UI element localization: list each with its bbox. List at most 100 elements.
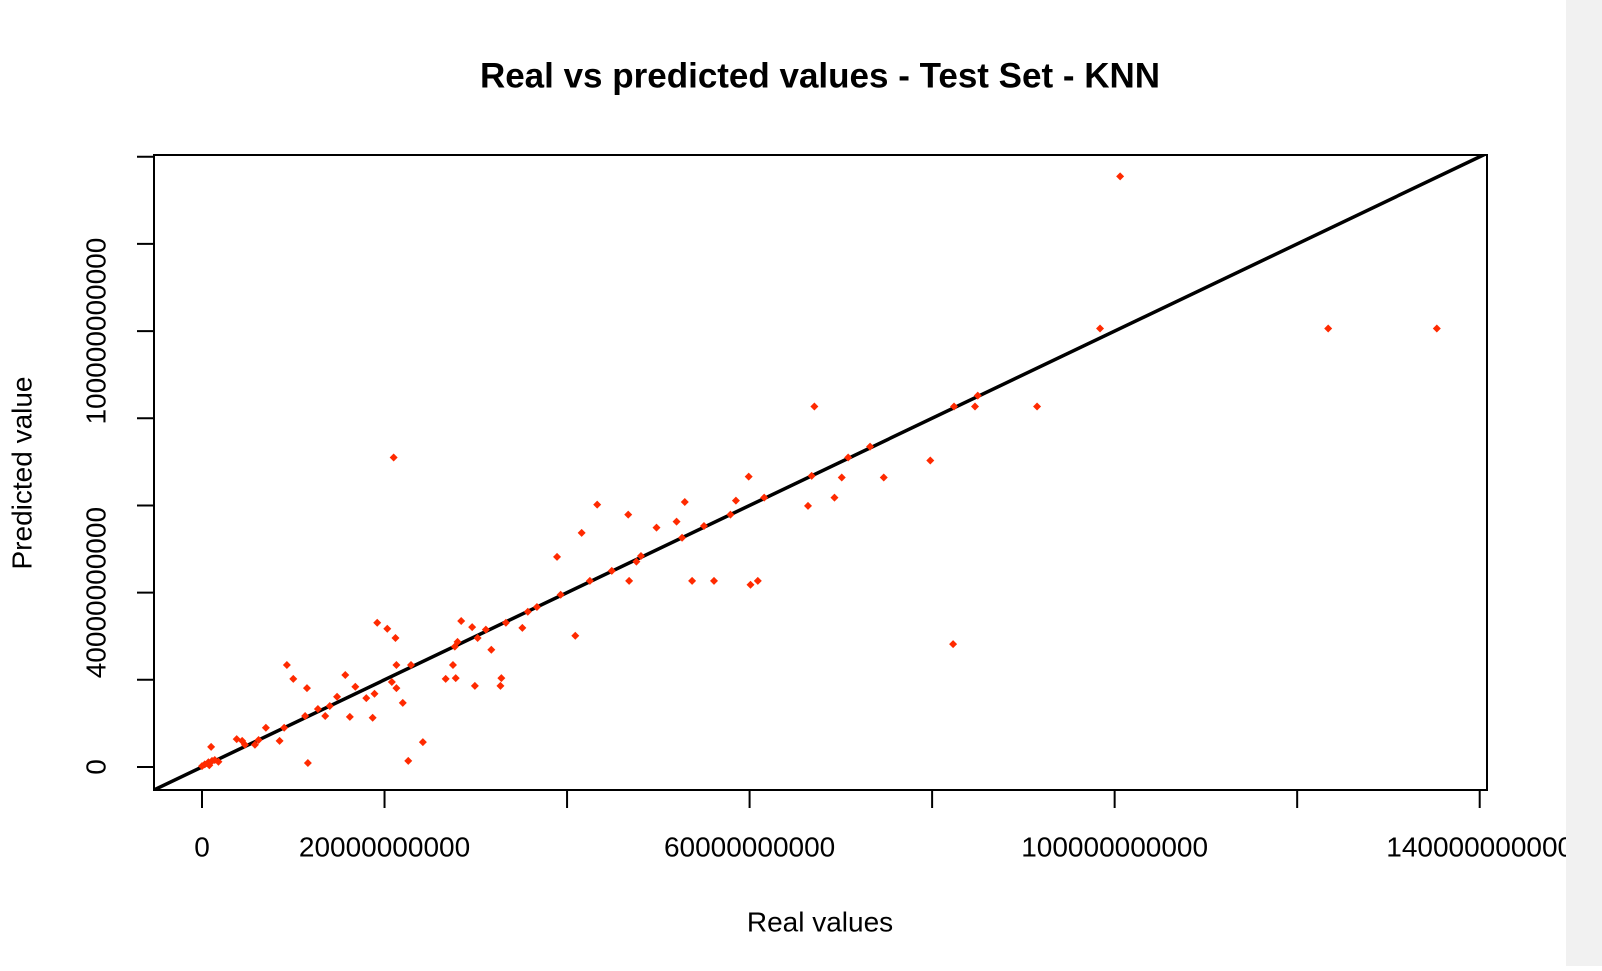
- point: [370, 689, 379, 698]
- point: [205, 761, 214, 770]
- point: [1432, 324, 1441, 333]
- point: [392, 660, 401, 669]
- point: [844, 453, 853, 462]
- point: [497, 674, 506, 683]
- point: [301, 711, 310, 720]
- reference-line: [154, 155, 1487, 790]
- point: [362, 694, 371, 703]
- point: [302, 684, 311, 693]
- point: [406, 660, 415, 669]
- point: [1096, 324, 1105, 333]
- point: [518, 623, 527, 632]
- point: [803, 501, 812, 510]
- point: [313, 705, 322, 714]
- point: [699, 521, 708, 530]
- point: [577, 528, 586, 537]
- point: [726, 510, 735, 519]
- point: [731, 496, 740, 505]
- point: [553, 552, 562, 561]
- point: [636, 552, 645, 561]
- point: [746, 580, 755, 589]
- x-axis-label: Real values: [747, 906, 893, 937]
- point: [398, 698, 407, 707]
- point: [585, 576, 594, 585]
- x-tick-label: 100000000000: [1021, 831, 1208, 862]
- point: [949, 640, 958, 649]
- point: [556, 590, 565, 599]
- point: [451, 674, 460, 683]
- point: [473, 633, 482, 642]
- point: [837, 473, 846, 482]
- point: [496, 681, 505, 690]
- point: [487, 645, 496, 654]
- point: [448, 660, 457, 669]
- point: [250, 740, 259, 749]
- plot-box: [153, 154, 1488, 791]
- point: [688, 576, 697, 585]
- point: [280, 723, 289, 732]
- point: [632, 557, 641, 566]
- point: [351, 682, 360, 691]
- point: [441, 674, 450, 683]
- point: [303, 759, 312, 768]
- x-tick-label: 20000000000: [299, 831, 470, 862]
- point: [404, 756, 413, 765]
- point: [624, 510, 633, 519]
- point: [571, 631, 580, 640]
- point: [289, 674, 298, 683]
- point: [652, 523, 661, 532]
- point: [1033, 402, 1042, 411]
- x-tick-label: 0: [194, 831, 210, 862]
- point: [373, 618, 382, 627]
- point: [866, 442, 875, 451]
- point: [383, 624, 392, 633]
- point: [810, 402, 819, 411]
- point: [207, 742, 216, 751]
- point: [926, 456, 935, 465]
- point: [744, 472, 753, 481]
- point: [198, 762, 207, 771]
- point: [261, 723, 270, 732]
- window-edge: [1566, 0, 1602, 966]
- point: [457, 616, 466, 625]
- point: [238, 736, 247, 745]
- y-tick-label: 100000000000: [80, 238, 111, 425]
- point: [333, 692, 342, 701]
- point: [418, 738, 427, 747]
- point: [1116, 172, 1125, 181]
- point: [760, 493, 769, 502]
- point: [389, 453, 398, 462]
- point: [321, 711, 330, 720]
- point: [214, 757, 223, 766]
- point: [275, 736, 284, 745]
- point: [392, 684, 401, 693]
- point: [678, 533, 687, 542]
- point: [282, 660, 291, 669]
- point: [807, 471, 816, 480]
- point: [680, 497, 689, 506]
- y-axis-label: Predicted value: [6, 376, 37, 569]
- point: [501, 618, 510, 627]
- point: [971, 402, 980, 411]
- point: [470, 681, 479, 690]
- point: [607, 566, 616, 575]
- point: [532, 603, 541, 612]
- point: [341, 671, 350, 680]
- point: [345, 712, 354, 721]
- point: [593, 500, 602, 509]
- point: [973, 391, 982, 400]
- point: [523, 607, 532, 616]
- point: [625, 576, 634, 585]
- point: [753, 576, 762, 585]
- point: [391, 633, 400, 642]
- point: [672, 517, 681, 526]
- point: [481, 625, 490, 634]
- chart-title: Real vs predicted values - Test Set - KN…: [480, 56, 1160, 95]
- point: [387, 677, 396, 686]
- point: [950, 402, 959, 411]
- point: [450, 642, 459, 651]
- x-tick-label: 140000000000: [1386, 831, 1573, 862]
- point: [1324, 324, 1333, 333]
- x-tick-label: 60000000000: [664, 831, 835, 862]
